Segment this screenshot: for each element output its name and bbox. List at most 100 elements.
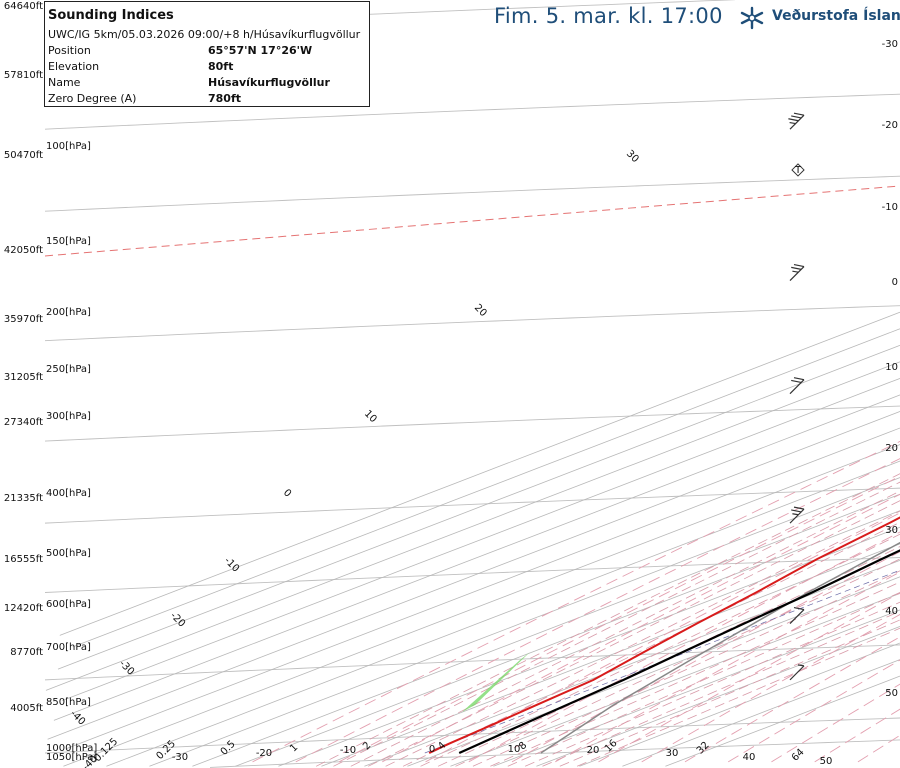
dry-adiabat-line: [857, 734, 900, 763]
moist-adiabat-line: [472, 570, 900, 767]
isobar-line: [44, 487, 900, 524]
isotherm-lines: [45, 311, 900, 767]
isotherm-label: -20: [168, 610, 187, 629]
right-temp-label: -10: [882, 202, 898, 213]
pressure-label: 1000[hPa]: [46, 743, 97, 754]
dry-adiabat-line: [511, 551, 900, 763]
bottom-label: -20: [256, 748, 272, 759]
pressure-label: 150[hPa]: [46, 236, 91, 247]
isotherm-label: 20: [472, 302, 489, 319]
moist-adiabat-line: [455, 558, 900, 767]
bottom-label: 20: [587, 745, 600, 756]
isotherm-line: [192, 493, 900, 767]
mixing-ratio-line: [424, 569, 900, 754]
pressure-label: 200[hPa]: [46, 307, 91, 318]
isobar-line: [44, 644, 900, 681]
bottom-label: 1: [288, 742, 300, 754]
altitude-label: 31205ft: [4, 372, 43, 383]
dry-adiabat-line: [252, 440, 900, 763]
forecast-time-title: Fim. 5. mar. kl. 17:00: [494, 4, 723, 28]
bottom-label: 0: [429, 744, 435, 755]
indices-value: 65°57'N 17°26'W: [208, 44, 313, 57]
isotherm-label: 10: [362, 408, 379, 425]
moist-adiabat-line: [490, 581, 900, 767]
mixing-ratio-lines: [424, 569, 900, 754]
dry-adiabat-line: [771, 683, 900, 763]
moist-adiabat-line: [350, 490, 900, 767]
altitude-label: 16555ft: [4, 554, 43, 565]
isotherm-label: 0: [281, 487, 293, 499]
altitude-label: 35970ft: [4, 314, 43, 325]
moist-adiabat-line: [315, 473, 900, 767]
isotherm-line: [106, 460, 900, 767]
pressure-label: 100[hPa]: [46, 141, 91, 152]
moist-adiabat-line: [385, 510, 900, 767]
indices-value: Húsavíkurflugvöllur: [208, 76, 330, 89]
isotherm-label: -30: [117, 658, 136, 677]
right-temp-label: 40: [885, 606, 898, 617]
sounding-indices-box: Sounding Indices UWC/IG 5km/05.03.2026 0…: [44, 1, 370, 107]
axis-labels: 64640ft 57810ft 50470ft 42050ft 35970ft 31205…: [4, 1, 898, 768]
indices-key: Zero Degree (A): [48, 92, 137, 105]
altitude-label: 42050ft: [4, 245, 43, 256]
isotherm-line: [57, 344, 900, 670]
indices-row-name: Name Húsavíkurflugvöllur: [48, 76, 366, 91]
wind-barb: [789, 377, 805, 395]
altitude-label: 8770ft: [10, 647, 43, 658]
altitude-label: 50470ft: [4, 150, 43, 161]
moist-adiabat-line: [524, 601, 900, 767]
pressure-label: 600[hPa]: [46, 599, 91, 610]
isobar-line: [44, 93, 900, 130]
pressure-label: 400[hPa]: [46, 488, 91, 499]
isobar-lines: [44, 0, 900, 768]
isotherm-line: [53, 394, 900, 721]
wind-barb: [788, 112, 805, 130]
pressure-label: 250[hPa]: [46, 364, 91, 375]
moist-adiabat-line: [559, 619, 900, 767]
indices-subtitle: UWC/IG 5km/05.03.2026 09:00/+8 h/Húsavík…: [48, 28, 361, 41]
isotherm-line: [59, 311, 900, 636]
dry-adiabat-line: [641, 614, 900, 763]
tropopause-marker: T: [791, 163, 805, 177]
isotherm-line: [450, 592, 900, 767]
dry-adiabat-line: [425, 512, 900, 763]
isotherm-line: [149, 477, 900, 767]
dry-adiabat-line: [727, 659, 900, 763]
isotherm-line: [321, 543, 900, 767]
isotherm-label: 30: [624, 148, 641, 165]
moist-adiabat-line: [507, 592, 900, 767]
isotherm-line: [278, 526, 900, 767]
isotherm-line: [235, 510, 900, 767]
pressure-label: 300[hPa]: [46, 411, 91, 422]
altitude-label: 12420ft: [4, 603, 43, 614]
altitude-label: 57810ft: [4, 70, 43, 81]
dry-adiabat-line: [468, 531, 900, 763]
indices-key: Name: [48, 76, 81, 89]
right-temp-label: -30: [882, 39, 898, 50]
isotherm-line: [66, 427, 900, 749]
indices-title: Sounding Indices: [48, 8, 174, 23]
moist-adiabat-line: [333, 481, 900, 767]
indices-key: Elevation: [48, 60, 100, 73]
moist-adiabat-line: [368, 500, 900, 767]
isotherm-line: [579, 642, 900, 767]
bottom-label: 40: [743, 752, 756, 763]
indices-row-position: Position 65°57'N 17°26'W: [48, 44, 366, 59]
pressure-label: 850[hPa]: [46, 697, 91, 708]
temperature-line: [458, 549, 900, 755]
bottom-label: -30: [172, 752, 188, 763]
isobar-line: [44, 557, 900, 593]
wind-barb: [789, 263, 805, 282]
bottom-label: 10: [508, 744, 521, 755]
isotherm-line: [622, 659, 900, 767]
dry-adiabat-line: [555, 571, 900, 763]
isotherm-line: [665, 675, 900, 767]
tropopause-line: [44, 185, 900, 257]
sounding-profiles: [428, 516, 900, 755]
wind-barbs: TT: [788, 112, 805, 681]
altitude-label: 21335ft: [4, 493, 43, 504]
bottom-label: -10: [340, 745, 356, 756]
isotherm-line: [72, 328, 900, 648]
wind-barb: [789, 506, 805, 524]
